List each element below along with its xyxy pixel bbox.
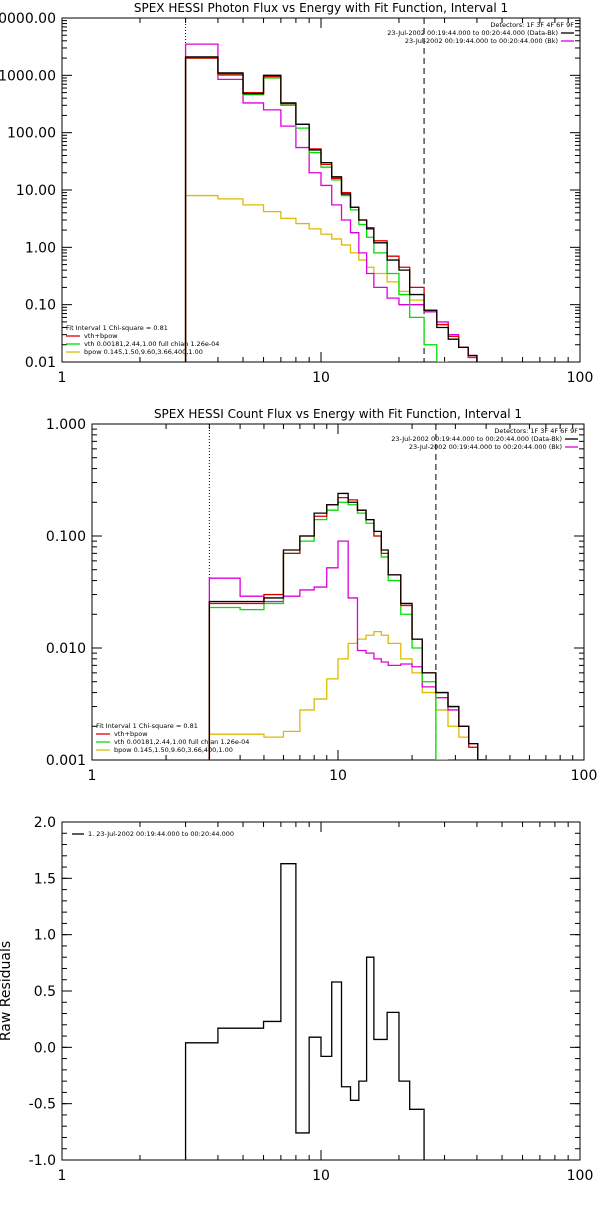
y-tick-label: 10.00 <box>16 183 56 199</box>
fit-legend-line: bpow 0.145,1.50,9.60,3.66,400,1.00 <box>84 348 203 356</box>
series-bk-step-line <box>184 57 478 362</box>
panel-residuals: Raw Residuals 1 10 100 -1.0 -0.5 0.0 0.5 1.0 1.5 2… <box>0 815 593 1184</box>
plot-frame <box>91 423 585 761</box>
y-tick-label: 1.000 <box>46 417 86 433</box>
y-tick-label: 0.01 <box>25 355 56 371</box>
top-legend-line: 23-Jul-2002 00:19:44.000 to 00:20:44.000… <box>387 29 558 37</box>
series-bkfit-step-line <box>184 43 478 362</box>
series-data-step-line <box>184 56 478 362</box>
y-tick-label: 2.0 <box>34 815 56 831</box>
series-data-step-line <box>184 863 425 1160</box>
fit-legend-line: vth+bpow <box>114 730 148 738</box>
x-tick-label: 1 <box>58 1168 67 1184</box>
y-tick-label: 100.00 <box>7 126 56 142</box>
fit-legend-line: vth+bpow <box>84 332 118 340</box>
plot-frame <box>61 821 581 1161</box>
series-vth-step-line <box>184 57 449 362</box>
x-tick-label: 100 <box>571 768 598 784</box>
x-tick-label: 10 <box>329 768 347 784</box>
fit-legend-line: bpow 0.145,1.50,9.60,3.66,400,1.00 <box>114 746 233 754</box>
y-tick-label: 0.0 <box>34 1040 56 1056</box>
residual-legend: 1. 23-Jul-2002 00:19:44.000 to 00:20:44.… <box>88 830 234 838</box>
top-legend-line: 23-Jul-2002 00:19:44.000 to 00:20:44.000… <box>405 37 558 45</box>
chart-title: SPEX HESSI Photon Flux vs Energy with Fi… <box>134 1 508 15</box>
series-bpow-step-line <box>184 194 478 362</box>
y-tick-label: 0.001 <box>46 753 86 769</box>
fit-legend-line: vth 0.00181,2.44,1.00 full chian 1.26e-0… <box>84 340 219 348</box>
series-data-step-line <box>208 492 487 760</box>
panel-photon: SPEX HESSI Photon Flux vs Energy with Fi… <box>0 1 593 386</box>
x-tick-label: 1 <box>58 370 67 386</box>
x-tick-label: 100 <box>567 370 594 386</box>
y-tick-label: 1.5 <box>34 871 56 887</box>
panel-count: SPEX HESSI Count Flux vs Energy with Fit… <box>46 407 597 784</box>
x-tick-label: 100 <box>567 1168 594 1184</box>
fit-legend-line: Fit Interval 1 Chi-square = 0.81 <box>96 722 198 730</box>
series-bk-step-line <box>208 497 487 760</box>
y-tick-label: -0.5 <box>29 1097 56 1113</box>
y-tick-label: 0.010 <box>46 641 86 657</box>
y-tick-label: -1.0 <box>29 1153 56 1169</box>
x-tick-label: 1 <box>88 768 97 784</box>
fit-legend-line: vth 0.00181,2.44,1.00 full chian 1.26e-0… <box>114 738 249 746</box>
y-tick-label: 1000.00 <box>0 68 56 84</box>
y-tick-label: 0.100 <box>46 529 86 545</box>
y-axis-label: Raw Residuals <box>0 941 14 1041</box>
y-tick-label: 10000.00 <box>0 11 56 27</box>
plot-frame <box>61 17 581 363</box>
y-tick-label: 0.5 <box>34 984 56 1000</box>
series-bpow-step-line <box>208 630 487 760</box>
top-legend-line: Detectors: 1F 3F 4F 6F 9F <box>490 21 574 29</box>
x-tick-label: 10 <box>312 1168 330 1184</box>
top-legend-line: Detectors: 1F 3F 4F 6F 9F <box>494 427 578 435</box>
top-legend-line: 23-Jul-2002 00:19:44.000 to 00:20:44.000… <box>409 443 562 451</box>
x-tick-label: 10 <box>312 370 330 386</box>
top-legend-line: 23-Jul-2002 00:19:44.000 to 00:20:44.000… <box>391 435 562 443</box>
y-tick-label: 0.10 <box>25 298 56 314</box>
y-tick-label: 1.0 <box>34 928 56 944</box>
chart-title: SPEX HESSI Count Flux vs Energy with Fit… <box>154 407 522 421</box>
fit-legend-line: Fit Interval 1 Chi-square = 0.81 <box>66 324 168 332</box>
y-tick-label: 1.00 <box>25 240 56 256</box>
